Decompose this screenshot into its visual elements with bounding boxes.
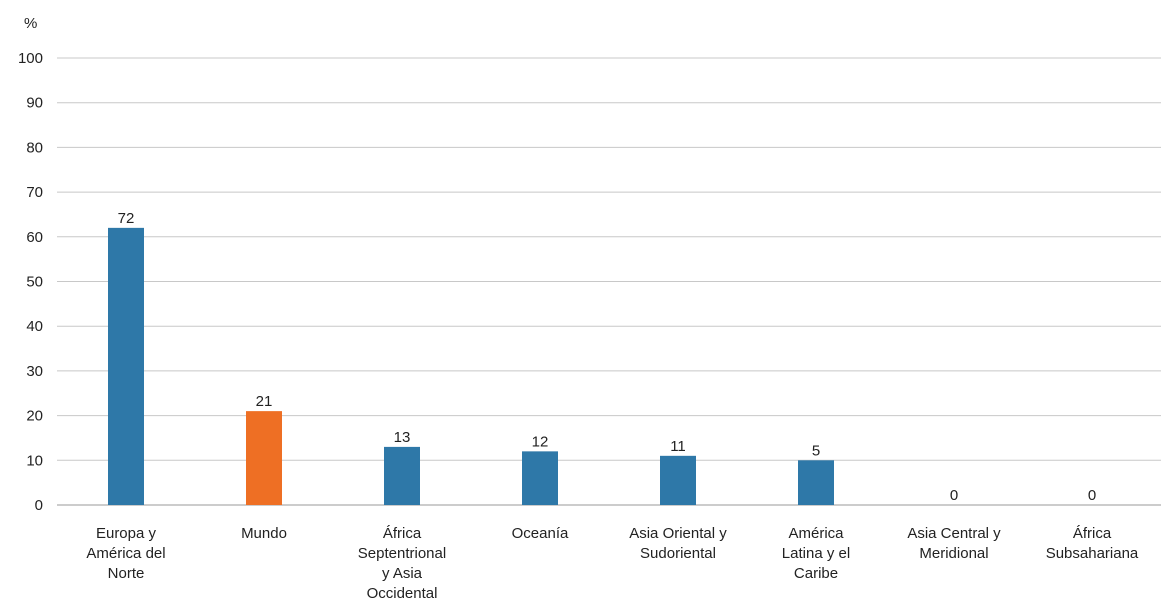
- y-tick-label: 40: [26, 318, 43, 335]
- y-tick-label: 60: [26, 229, 43, 246]
- data-label-6: 0: [950, 487, 958, 504]
- y-tick-label: 0: [35, 497, 43, 514]
- bar-4: [660, 455, 696, 505]
- y-tick-label: 90: [26, 95, 43, 112]
- category-label-4-line-1: Sudoriental: [640, 545, 716, 562]
- bars: [108, 227, 834, 506]
- category-label-0-line-2: Norte: [108, 565, 145, 582]
- y-tick-label: 70: [26, 184, 43, 201]
- y-axis-unit-label: %: [24, 15, 37, 32]
- bar-2: [384, 446, 420, 505]
- category-label-0-line-1: América del: [86, 545, 165, 562]
- data-label-3: 12: [532, 433, 549, 450]
- category-label-5-line-0: América: [788, 525, 844, 542]
- category-label-7-line-0: África: [1073, 525, 1112, 542]
- data-label-0: 72: [118, 210, 135, 227]
- category-label-2-line-3: Occidental: [367, 585, 438, 602]
- category-label-7-line-1: Subsahariana: [1046, 545, 1139, 562]
- data-label-4: 11: [670, 438, 686, 455]
- y-tick-label: 50: [26, 274, 43, 291]
- category-label-1-line-0: Mundo: [241, 525, 287, 542]
- category-label-0-line-0: Europa y: [96, 525, 157, 542]
- category-label-3-line-0: Oceanía: [512, 525, 569, 542]
- bar-5: [798, 460, 834, 505]
- category-labels: Europa y América del Norte Mundo África Septe…: [86, 525, 1139, 602]
- category-label-4-line-0: Asia Oriental y: [629, 525, 727, 542]
- category-label-2-line-0: África: [383, 525, 422, 542]
- category-label-5-line-1: Latina y el: [782, 545, 850, 562]
- data-label-1: 21: [256, 393, 273, 410]
- data-label-5: 5: [812, 442, 820, 459]
- y-axis-ticks: 0 10 20 30 40 50 60 70 80 90 100: [18, 50, 43, 514]
- category-label-6-line-1: Meridional: [919, 545, 988, 562]
- bar-0: [108, 227, 144, 506]
- y-tick-label: 10: [26, 452, 43, 469]
- category-label-2-line-2: y Asia: [382, 565, 423, 582]
- data-labels: 72 21 13 12 11 5 0 0: [118, 210, 1097, 504]
- category-label-6-line-0: Asia Central y: [907, 525, 1001, 542]
- bar-3: [522, 451, 558, 505]
- data-label-7: 0: [1088, 487, 1096, 504]
- y-tick-label: 20: [26, 408, 43, 425]
- bar-1: [246, 411, 282, 505]
- data-label-2: 13: [394, 429, 411, 446]
- y-tick-label: 80: [26, 139, 43, 156]
- category-label-2-line-1: Septentrional: [358, 545, 446, 562]
- y-tick-label: 100: [18, 50, 43, 67]
- gridlines: [57, 57, 1161, 506]
- y-tick-label: 30: [26, 363, 43, 380]
- category-label-5-line-2: Caribe: [794, 565, 838, 582]
